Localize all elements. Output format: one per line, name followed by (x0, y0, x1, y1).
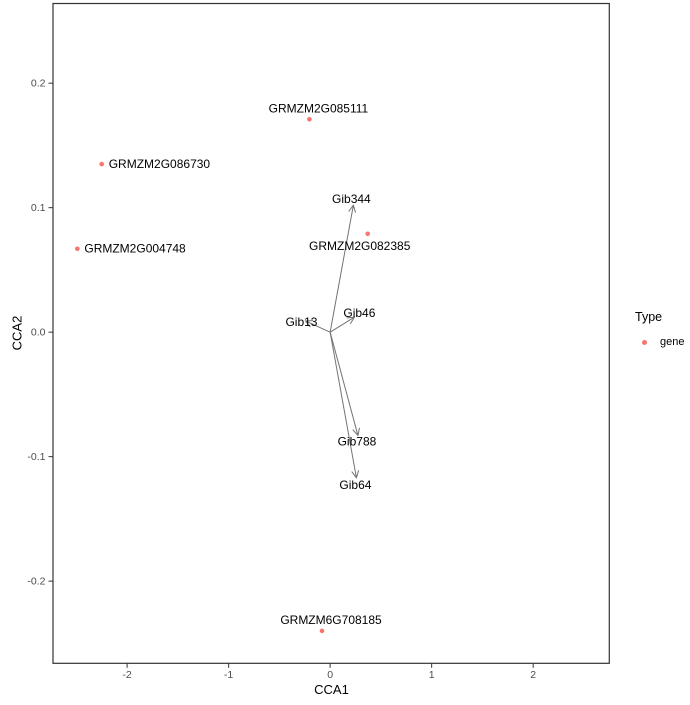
x-tick-label: 0 (327, 669, 333, 681)
x-tick-label: -1 (224, 669, 233, 681)
legend: Type gene (635, 310, 684, 349)
x-axis-title: CCA1 (314, 682, 349, 697)
y-tick-label: -0.2 (27, 576, 45, 588)
y-tick-label: 0.0 (31, 327, 46, 339)
point-GRMZM2G004748 (75, 246, 80, 252)
vector-gib46 (329, 317, 354, 333)
vector-gib344 (329, 205, 353, 333)
point-GRMZM2G085111 (307, 116, 312, 122)
x-tick-label: 1 (429, 669, 435, 681)
point-label-GRMZM2G082385: GRMZM2G082385 (309, 239, 411, 253)
legend-key (635, 339, 653, 345)
point-GRMZM6G708185 (319, 628, 325, 634)
vector-gib13 (305, 321, 331, 333)
y-tick-label: 0.1 (31, 202, 46, 214)
point-label-GRMZM2G085111: GRMZM2G085111 (269, 101, 369, 115)
legend-item-label: gene (660, 336, 685, 348)
point-GRMZM2G086730 (99, 161, 105, 167)
y-tick-label: -0.1 (27, 451, 45, 463)
point-label-GRMZM2G004748: GRMZM2G004748 (84, 242, 186, 256)
point-GRMZM2G082385 (365, 231, 370, 237)
vector-label-gib788: Gib788 (338, 434, 377, 448)
legend-title: Type (635, 310, 663, 324)
legend-item-gene: gene (635, 335, 684, 349)
panel-border (52, 2, 610, 664)
vector-label-gib344: Gib344 (332, 192, 371, 206)
x-tick-label: -2 (122, 669, 131, 681)
vector-label-gib13: Gib13 (285, 315, 317, 329)
y-axis-title: CCA2 (9, 315, 25, 351)
vector-gib64 (329, 332, 356, 478)
vector-label-gib64: Gib64 (339, 478, 371, 492)
vector-gib788 (329, 332, 358, 435)
point-label-GRMZM2G086730: GRMZM2G086730 (109, 157, 211, 171)
x-tick-label: 2 (530, 669, 536, 681)
y-tick-label: 0.2 (31, 78, 46, 90)
gene-point-icon (641, 339, 647, 345)
point-label-GRMZM6G708185: GRMZM6G708185 (280, 613, 382, 627)
vector-label-gib46: Gib46 (343, 306, 375, 320)
